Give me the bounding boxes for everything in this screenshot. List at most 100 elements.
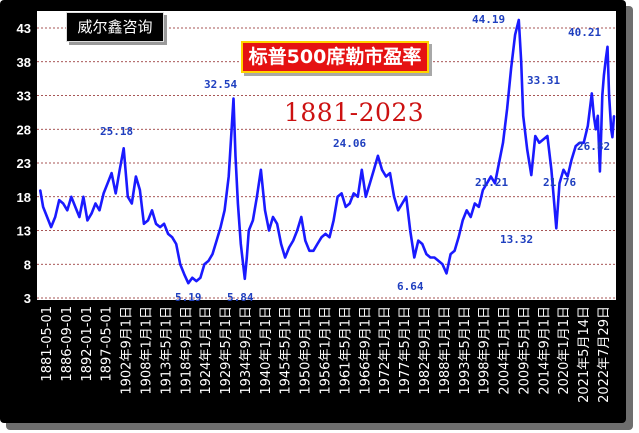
data-point [594,128,597,131]
data-point [570,158,573,161]
data-point [252,219,254,222]
value-annotation: 25.18 [100,125,134,138]
x-tick-label: 1982年9月1日 [418,306,433,395]
x-tick-label: 1929年5月1日 [219,306,234,395]
data-point [356,195,359,198]
data-point [603,74,605,77]
data-point [596,114,599,117]
data-point [562,168,565,171]
data-point [74,206,77,208]
data-point [50,226,52,229]
data-point [413,256,416,259]
data-point [288,246,291,249]
x-tick-label: 1988年1月1日 [438,306,453,395]
data-point [118,168,121,171]
value-annotation: 13.32 [500,233,534,246]
value-annotation: 26.82 [577,140,611,153]
value-annotation: 5.19 [175,291,202,304]
data-point [54,216,57,218]
data-point [42,206,44,208]
y-tick-label: 38 [17,55,31,70]
value-annotation: 24.06 [333,137,367,150]
x-axis: 1881-05-01 1886-09-01 1892-01-01 1897-05-01… [40,306,612,403]
data-point [461,219,464,222]
data-point [280,243,282,245]
data-point [316,243,319,245]
data-point [227,175,230,178]
data-point [373,168,375,171]
data-point [151,209,153,212]
value-annotation: 5.84 [227,291,254,304]
data-point [234,155,237,158]
value-annotation: 32.54 [204,78,238,91]
data-point [159,226,162,229]
data-point [340,192,343,195]
x-tick-label: 1924年1月1日 [199,306,214,395]
x-tick-label: 2022年7月29日 [597,306,612,403]
data-point [130,202,133,205]
data-point [211,253,214,256]
data-point [143,222,145,225]
data-point [215,239,218,242]
data-point [522,114,525,117]
data-point [284,256,286,259]
x-tick-label: 2004年1月1日 [498,306,513,395]
data-point [239,243,242,245]
data-point [348,202,351,205]
x-tick-label: 1956年1月1日 [319,306,334,395]
data-point [106,182,109,185]
data-point [600,135,602,137]
x-tick-label: 1902年9月1日 [120,306,135,395]
value-annotation: 6.64 [397,280,424,293]
data-point [534,135,537,137]
y-tick-label: 43 [17,21,31,36]
chart-subtitle: 1881-2023 [284,98,425,127]
data-point [102,192,105,195]
value-annotation: 21.76 [543,176,577,189]
data-point [78,216,81,218]
data-point [486,182,488,185]
data-point [179,263,182,266]
data-point [574,145,577,148]
value-annotation: 21.21 [475,176,509,189]
data-point [312,249,315,252]
data-point [490,175,492,178]
data-point [336,195,339,198]
data-point [256,195,258,198]
data-point [247,229,250,232]
data-point [397,209,399,212]
data-point [237,202,239,205]
data-point [243,277,246,280]
data-point [510,67,512,70]
series-line [38,18,616,285]
data-point [417,239,420,242]
data-point [425,253,428,256]
data-point [506,108,508,110]
data-point [473,202,476,205]
data-point [276,222,278,225]
data-point [98,209,101,212]
data-point [58,199,61,202]
data-point [114,192,117,195]
data-point [558,182,561,185]
data-point [86,219,89,222]
data-point [94,202,97,205]
x-tick-label: 1881-05-01 [40,306,55,382]
data-point [219,226,222,229]
data-point [245,256,248,259]
data-point [268,229,270,232]
data-point [469,216,472,218]
data-point [46,216,48,218]
data-point [191,276,194,279]
data-point [526,148,529,151]
x-tick-label: 2020年1月1日 [557,306,572,395]
data-point [332,219,335,222]
data-point [195,280,198,282]
data-point [605,57,607,60]
data-point [39,189,42,191]
x-tick-label: 1961年5月1日 [338,306,353,395]
data-point [389,172,391,175]
x-tick-label: 1892-01-01 [80,306,95,382]
data-point [608,94,610,97]
